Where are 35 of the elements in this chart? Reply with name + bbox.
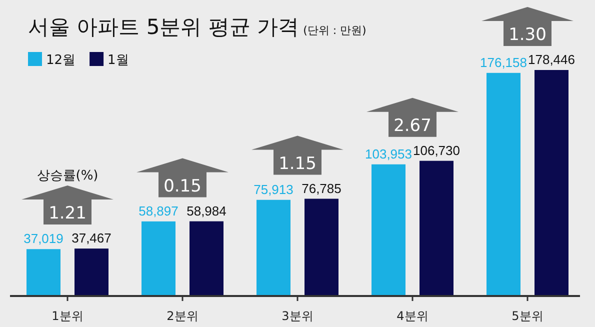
x-tick-label: 2분위 bbox=[166, 309, 198, 323]
bar bbox=[304, 198, 338, 296]
bar bbox=[26, 249, 60, 296]
legend-label: 1월 bbox=[108, 53, 129, 68]
bar bbox=[372, 164, 406, 296]
x-tick-label: 5분위 bbox=[512, 309, 544, 323]
annotation: 1.21 bbox=[48, 204, 86, 224]
text: 1.30 bbox=[508, 25, 546, 45]
legend-label: 12월 bbox=[46, 53, 76, 68]
data-label: 76,785 bbox=[302, 180, 342, 196]
x-tick-label: 3분위 bbox=[282, 309, 314, 323]
chart-subtitle: (단위 : 만원) bbox=[303, 24, 366, 37]
annotation: 상승률(%) bbox=[36, 168, 98, 184]
bar bbox=[420, 160, 454, 296]
x-tick-label: 4분위 bbox=[396, 309, 428, 323]
bar bbox=[142, 221, 176, 296]
data-label: 178,446 bbox=[528, 52, 575, 67]
data-label: 58,897 bbox=[138, 203, 178, 218]
bar bbox=[190, 221, 224, 296]
data-label: 176,158 bbox=[480, 54, 527, 70]
bar bbox=[534, 70, 568, 296]
annotation: 0.15 bbox=[164, 176, 202, 196]
data-label: 106,730 bbox=[413, 142, 460, 158]
bar bbox=[486, 72, 520, 296]
chart-title: 서울 아파트 5분위 평균 가격 bbox=[28, 15, 300, 39]
x-tick-label: 1분위 bbox=[52, 309, 84, 323]
bar bbox=[256, 200, 290, 296]
annotation: 1.15 bbox=[278, 154, 316, 174]
bar bbox=[74, 248, 108, 296]
annotation: 2.67 bbox=[394, 116, 432, 136]
data-label: 58,984 bbox=[186, 203, 226, 218]
data-label: 75,913 bbox=[254, 182, 294, 197]
data-label: 37,467 bbox=[72, 230, 112, 246]
data-label: 103,953 bbox=[365, 146, 412, 162]
data-label: 37,019 bbox=[24, 231, 64, 246]
